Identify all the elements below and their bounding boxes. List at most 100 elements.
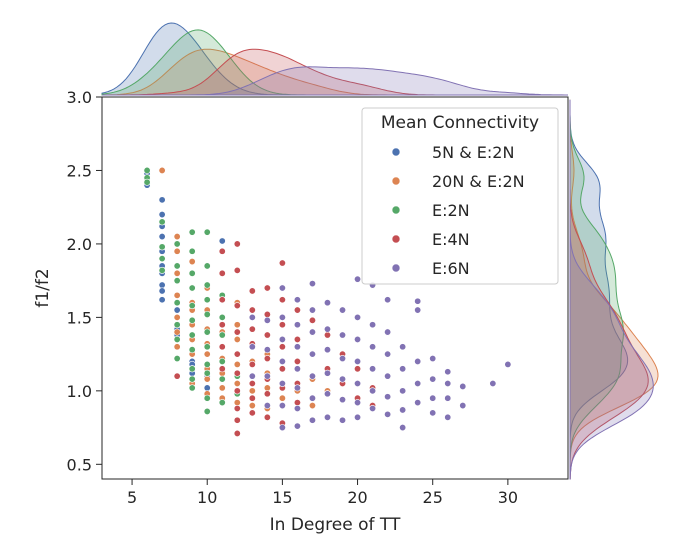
scatter-point	[323, 325, 331, 333]
y-tick-label: 1.5	[67, 308, 92, 327]
scatter-point	[203, 407, 211, 415]
scatter-point	[369, 343, 377, 351]
scatter-point	[354, 379, 362, 387]
scatter-point	[188, 247, 196, 255]
scatter-point	[203, 384, 211, 392]
top-kde-curve	[102, 66, 568, 96]
scatter-point	[218, 321, 226, 329]
scatter-point	[263, 390, 271, 398]
scatter-point	[429, 409, 437, 417]
scatter-point	[263, 355, 271, 363]
scatter-point	[248, 409, 256, 417]
right-kde-curve	[569, 99, 654, 480]
scatter-point	[173, 291, 181, 299]
scatter-point	[263, 316, 271, 324]
scatter-point	[278, 259, 286, 267]
scatter-point	[293, 384, 301, 392]
scatter-point	[354, 335, 362, 343]
scatter-point	[188, 331, 196, 339]
scatter-point	[248, 287, 256, 295]
scatter-point	[233, 369, 241, 377]
scatter-point	[203, 394, 211, 402]
scatter-point	[323, 390, 331, 398]
scatter-point	[399, 406, 407, 414]
scatter-point	[399, 424, 407, 432]
scatter-point	[399, 343, 407, 351]
scatter-point	[158, 233, 166, 241]
scatter-point	[203, 343, 211, 351]
legend-marker	[391, 176, 401, 186]
scatter-point	[233, 328, 241, 336]
scatter-point	[188, 384, 196, 392]
scatter-point	[173, 372, 181, 380]
scatter-point	[369, 404, 377, 412]
scatter-point	[158, 266, 166, 274]
scatter-point	[429, 394, 437, 402]
scatter-point	[308, 280, 316, 288]
legend-entry: E:6N	[432, 259, 470, 278]
scatter-point	[444, 413, 452, 421]
scatter-point	[203, 296, 211, 304]
scatter-point	[218, 357, 226, 365]
legend-entry: 20N & E:2N	[432, 172, 525, 191]
scatter-point	[263, 372, 271, 380]
scatter-point	[278, 357, 286, 365]
scatter-point	[308, 372, 316, 380]
scatter-point	[339, 306, 347, 314]
scatter-point	[188, 365, 196, 373]
scatter-point	[203, 350, 211, 358]
scatter-point	[323, 299, 331, 307]
scatter-point	[444, 368, 452, 376]
scatter-point	[444, 394, 452, 402]
scatter-point	[293, 335, 301, 343]
scatter-point	[278, 343, 286, 351]
scatter-point	[339, 331, 347, 339]
scatter-point	[293, 357, 301, 365]
scatter-point	[459, 382, 467, 390]
y-tick-label: 0.5	[67, 455, 92, 474]
scatter-point	[233, 335, 241, 343]
scatter-point	[173, 355, 181, 363]
legend-marker	[391, 234, 401, 244]
scatter-point	[158, 218, 166, 226]
scatter-point	[173, 277, 181, 285]
scatter-point	[278, 365, 286, 373]
legend: Mean Connectivity 5N & E:2N 20N & E:2N E:2…	[361, 107, 559, 285]
scatter-point	[158, 255, 166, 263]
scatter-point	[143, 166, 151, 174]
legend-marker	[391, 205, 401, 215]
y-tick-label: 2.0	[67, 235, 92, 254]
scatter-points	[143, 166, 512, 437]
scatter-point	[414, 399, 422, 407]
legend-entry: E:4N	[432, 230, 470, 249]
scatter-point	[158, 296, 166, 304]
scatter-point	[248, 394, 256, 402]
scatter-point	[278, 284, 286, 292]
scatter-point	[354, 399, 362, 407]
scatter-point	[399, 365, 407, 373]
scatter-point	[188, 302, 196, 310]
x-tick-label: 30	[498, 488, 518, 507]
scatter-point	[278, 335, 286, 343]
scatter-point	[293, 399, 301, 407]
scatter-point	[293, 365, 301, 373]
scatter-point	[308, 328, 316, 336]
scatter-point	[203, 360, 211, 368]
scatter-point	[233, 399, 241, 407]
scatter-point	[354, 365, 362, 373]
y-axis-ticks: 0.5 1.0 1.5 2.0 2.5 3.0	[67, 88, 102, 474]
scatter-point	[263, 413, 271, 421]
scatter-point	[218, 365, 226, 373]
scatter-point	[248, 360, 256, 368]
scatter-point	[218, 384, 226, 392]
scatter-point	[278, 321, 286, 329]
right-marginal-kde	[569, 99, 659, 480]
legend-marker	[391, 263, 401, 273]
scatter-point	[173, 240, 181, 248]
scatter-point	[173, 306, 181, 314]
scatter-point	[414, 379, 422, 387]
scatter-point	[188, 346, 196, 354]
scatter-point	[339, 375, 347, 383]
scatter-point	[293, 296, 301, 304]
